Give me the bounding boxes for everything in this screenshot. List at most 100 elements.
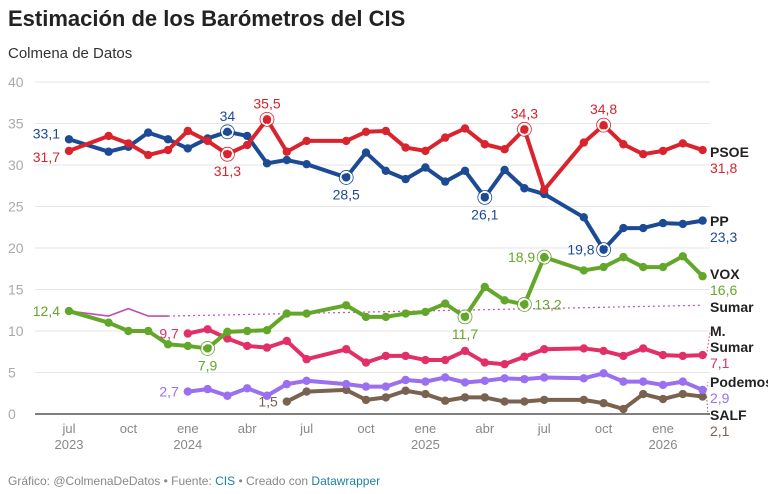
data-point-psoe <box>163 145 173 155</box>
data-point-salf <box>619 404 628 414</box>
data-point-m-sumar <box>678 351 687 361</box>
highlight-ring <box>219 146 235 162</box>
data-point-pp <box>361 148 371 157</box>
data-point-psoe <box>480 140 489 149</box>
highlight-ring <box>201 342 214 355</box>
data-point-psoe <box>243 140 252 150</box>
data-point-pp <box>460 166 470 176</box>
data-point-pp <box>262 159 272 168</box>
data-point-podemos <box>381 382 390 391</box>
data-point-pp <box>163 135 173 144</box>
data-point-psoe <box>124 139 133 148</box>
source-link[interactable]: CIS <box>215 474 236 488</box>
data-point-pp <box>480 193 489 202</box>
highlight-ring <box>597 118 610 132</box>
data-point-podemos <box>599 369 608 378</box>
value-annotation: 34,8 <box>590 101 617 117</box>
data-point-salf <box>639 389 648 399</box>
data-point-m-sumar <box>599 346 608 356</box>
data-point-pp <box>381 166 390 176</box>
data-point-vox <box>441 299 450 308</box>
data-point-m-sumar <box>520 352 529 361</box>
data-point-vox <box>302 309 311 318</box>
data-point-podemos <box>520 374 529 384</box>
value-annotation: 1,5 <box>258 394 278 410</box>
x-tick-label: oct <box>120 421 138 436</box>
data-point-m-sumar <box>223 334 232 343</box>
y-tick-label: 0 <box>8 406 16 422</box>
data-point-psoe <box>678 139 687 148</box>
datawrapper-link[interactable]: Datawrapper <box>311 474 381 488</box>
data-point-podemos <box>460 378 470 387</box>
series-end-value: 31,8 <box>710 160 737 176</box>
highlight-ring <box>517 297 532 312</box>
data-point-pp <box>639 223 648 233</box>
data-point-salf <box>579 395 588 405</box>
label-connector <box>706 331 711 356</box>
y-tick-label: 20 <box>8 240 24 256</box>
data-point-vox <box>520 300 529 309</box>
data-point-psoe <box>441 133 450 142</box>
y-tick-label: 10 <box>8 323 24 339</box>
x-tick-label: ene <box>177 421 199 436</box>
data-point-podemos <box>579 374 588 383</box>
data-point-podemos <box>282 379 291 389</box>
series-end-value: 2,1 <box>710 423 730 439</box>
data-point-podemos <box>401 375 410 385</box>
data-point-psoe <box>500 145 509 154</box>
data-point-podemos <box>540 373 549 382</box>
data-point-podemos <box>678 377 687 386</box>
footer: Gráfico: @ColmenaDeDatos • Fuente: CIS •… <box>8 474 380 488</box>
data-point-m-sumar <box>203 325 212 334</box>
data-point-pp <box>599 245 608 254</box>
x-tick-label: jul <box>299 421 313 436</box>
series-end-value: 7,1 <box>710 355 730 371</box>
data-point-pp <box>302 159 311 169</box>
y-tick-label: 5 <box>8 365 16 381</box>
value-annotation: 13,2 <box>534 296 561 312</box>
data-point-salf <box>500 397 509 406</box>
data-point-salf <box>381 393 390 402</box>
data-point-podemos <box>639 377 648 386</box>
highlight-ring <box>221 125 234 139</box>
data-point-vox <box>361 312 371 322</box>
data-point-vox <box>421 307 430 317</box>
data-point-salf <box>540 395 549 405</box>
data-point-m-sumar <box>401 351 410 361</box>
data-point-psoe <box>203 136 212 146</box>
data-point-podemos <box>262 391 272 400</box>
series-label-podemos: Podemos <box>710 374 768 390</box>
data-point-m-sumar <box>619 351 628 361</box>
highlight-ring <box>221 147 234 161</box>
data-point-vox <box>658 262 668 272</box>
data-point-vox <box>460 312 470 322</box>
data-point-pp <box>421 163 430 172</box>
data-point-podemos <box>223 391 232 400</box>
highlight-ring <box>518 298 531 311</box>
data-point-m-sumar <box>183 329 192 338</box>
data-point-m-sumar <box>500 360 509 369</box>
value-annotation: 31,7 <box>33 149 60 165</box>
data-point-podemos <box>441 373 450 382</box>
data-point-m-sumar <box>361 358 371 367</box>
series-label-m-sumar: M. Sumar <box>710 323 754 355</box>
data-point-psoe <box>381 126 390 136</box>
data-point-salf <box>658 394 668 404</box>
data-point-pp <box>500 165 509 175</box>
data-point-psoe <box>262 115 272 124</box>
x-tick-year: 2024 <box>173 437 202 452</box>
data-point-vox <box>599 262 608 272</box>
data-point-vox <box>480 282 489 292</box>
data-point-pp <box>104 147 113 156</box>
data-point-vox <box>243 326 252 336</box>
data-point-vox <box>579 266 588 275</box>
highlight-ring <box>478 191 492 204</box>
series-line-psoe <box>67 117 705 192</box>
y-tick-label: 35 <box>8 116 24 132</box>
data-point-podemos <box>698 385 707 395</box>
data-point-pp <box>64 135 74 144</box>
data-point-psoe <box>421 146 430 156</box>
data-point-psoe <box>599 120 608 130</box>
data-point-m-sumar <box>658 350 668 360</box>
